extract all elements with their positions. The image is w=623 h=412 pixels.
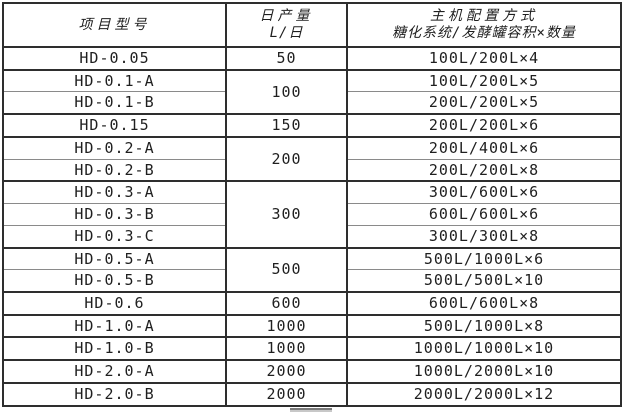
config-cell: 2000L/2000L×12 <box>347 382 621 406</box>
config-cell: 300L/600L×6 <box>347 180 621 204</box>
model-cell: HD-0.3-C <box>3 224 227 248</box>
header-model-label: 项目型号 <box>78 17 151 34</box>
table-row: HD-0.1-A 100 100L/200L×5 <box>3 68 621 115</box>
config-cell: 500L/1000L×8 <box>347 313 621 338</box>
config-cell: 200L/400L×6 <box>347 135 621 160</box>
config-cell: 200L/200L×6 <box>347 113 621 137</box>
spec-table-header: 项目型号 日产量 L/日 主机配置方式 糖化系统/发酵罐容积×数量 <box>3 3 621 48</box>
output-cell: 50 <box>226 46 348 70</box>
model-cell: HD-0.5-A <box>3 246 227 270</box>
config-cell: 100L/200L×4 <box>347 46 621 70</box>
model-cell: HD-0.1-A <box>3 68 227 92</box>
table-row: HD-0.6 600 600L/600L×8 <box>3 290 621 315</box>
config-cell: 200L/200L×8 <box>347 158 621 182</box>
model-cell: HD-2.0-A <box>3 359 227 384</box>
header-output-line1: 日产量 <box>259 7 314 24</box>
table-row: HD-0.3-C 300L/300L×8 <box>3 224 621 248</box>
output-cell: 1000 <box>226 313 348 338</box>
table-row: HD-0.5-A 500 500L/1000L×6 <box>3 246 621 292</box>
model-cell: HD-0.6 <box>3 290 227 315</box>
config-cell: 200L/200L×5 <box>347 91 621 115</box>
table-row: HD-0.3-A 300 300L/600L×6 <box>3 180 621 248</box>
config-cell: 1000L/1000L×10 <box>347 336 621 361</box>
header-config: 主机配置方式 糖化系统/发酵罐容积×数量 <box>347 3 621 48</box>
table-row: HD-1.0-B 1000 1000L/1000L×10 <box>3 336 621 361</box>
output-cell: 500 <box>226 246 348 292</box>
model-cell: HD-0.2-B <box>3 158 227 182</box>
header-row: 项目型号 日产量 L/日 主机配置方式 糖化系统/发酵罐容积×数量 <box>3 3 621 48</box>
model-cell: HD-0.05 <box>3 46 227 70</box>
table-row: HD-2.0-B 2000 2000L/2000L×12 <box>3 382 621 406</box>
model-cell: HD-0.2-A <box>3 135 227 160</box>
config-cell: 300L/300L×8 <box>347 224 621 248</box>
model-cell: HD-1.0-A <box>3 313 227 338</box>
header-config-line2: 糖化系统/发酵罐容积×数量 <box>392 25 576 41</box>
table-row: HD-0.1-B 200L/200L×5 <box>3 91 621 115</box>
output-cell: 150 <box>226 113 348 137</box>
output-cell: 200 <box>226 135 348 182</box>
cropped-element-fragment <box>290 408 332 412</box>
table-row: HD-2.0-A 2000 1000L/2000L×10 <box>3 359 621 384</box>
table-row: HD-0.15 150 200L/200L×6 <box>3 113 621 137</box>
config-cell: 100L/200L×5 <box>347 68 621 92</box>
table-row: HD-0.3-B 600L/600L×6 <box>3 203 621 226</box>
model-cell: HD-0.15 <box>3 113 227 137</box>
config-cell: 600L/600L×8 <box>347 290 621 315</box>
model-cell: HD-1.0-B <box>3 336 227 361</box>
output-cell: 1000 <box>226 336 348 361</box>
header-config-line1: 主机配置方式 <box>430 7 538 24</box>
config-cell: 600L/600L×6 <box>347 203 621 226</box>
config-cell: 1000L/2000L×10 <box>347 359 621 384</box>
output-cell: 300 <box>226 180 348 248</box>
model-cell: HD-2.0-B <box>3 382 227 406</box>
spec-table-body: HD-0.05 50 100L/200L×4 HD-0.1-A 100 100L/200L… <box>3 46 621 406</box>
header-model: 项目型号 <box>3 3 227 48</box>
table-row: HD-1.0-A 1000 500L/1000L×8 <box>3 313 621 338</box>
header-output-line2: L/日 <box>269 25 304 41</box>
header-output: 日产量 L/日 <box>226 3 348 48</box>
output-cell: 2000 <box>226 382 348 406</box>
model-cell: HD-0.5-B <box>3 269 227 292</box>
table-row: HD-0.5-B 500L/500L×10 <box>3 269 621 292</box>
model-cell: HD-0.3-B <box>3 203 227 226</box>
output-cell: 600 <box>226 290 348 315</box>
table-row: HD-0.2-A 200 200L/400L×6 <box>3 135 621 182</box>
config-cell: 500L/500L×10 <box>347 269 621 292</box>
spec-table: 项目型号 日产量 L/日 主机配置方式 糖化系统/发酵罐容积×数量 HD-0.0… <box>2 2 622 407</box>
model-cell: HD-0.3-A <box>3 180 227 204</box>
model-cell: HD-0.1-B <box>3 91 227 115</box>
table-row: HD-0.2-B 200L/200L×8 <box>3 158 621 182</box>
output-cell: 100 <box>226 68 348 115</box>
table-row: HD-0.05 50 100L/200L×4 <box>3 46 621 70</box>
output-cell: 2000 <box>226 359 348 384</box>
config-cell: 500L/1000L×6 <box>347 246 621 270</box>
